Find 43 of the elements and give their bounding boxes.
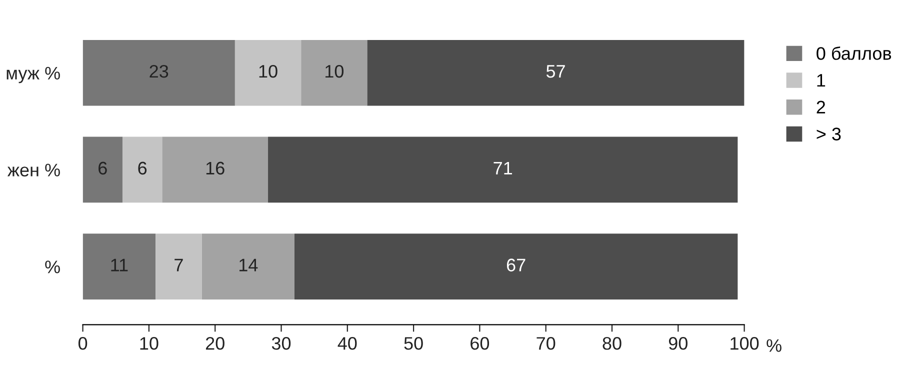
bar xyxy=(367,40,744,106)
data-label: 6 xyxy=(98,162,107,175)
bar xyxy=(122,136,162,203)
legend-label: 1 xyxy=(817,74,826,87)
data-label: 11 xyxy=(111,258,128,272)
x-axis-title: % xyxy=(766,339,782,352)
x-tick-label: 90 xyxy=(668,337,688,350)
data-label: 67 xyxy=(506,258,526,272)
x-tick-label: 10 xyxy=(140,337,158,350)
x-tick-label: 20 xyxy=(206,337,224,350)
y-tick-label: % xyxy=(45,260,60,274)
bar xyxy=(156,234,202,300)
y-tick-label: жен % xyxy=(7,164,60,176)
data-label: 57 xyxy=(546,65,565,78)
data-label: 16 xyxy=(206,162,224,175)
bar xyxy=(202,234,294,300)
bar xyxy=(301,40,368,106)
legend-label: 0 баллов xyxy=(816,46,892,60)
data-label: 10 xyxy=(326,64,344,78)
x-tick-label: 40 xyxy=(338,337,357,350)
x-tick-label: 60 xyxy=(470,337,490,350)
data-label: 71 xyxy=(494,162,512,174)
data-label: 7 xyxy=(174,258,183,272)
x-tick-label: 50 xyxy=(404,337,423,350)
x-tick-label: 30 xyxy=(272,337,291,350)
y-tick-label: муж % xyxy=(6,66,60,84)
data-label: 10 xyxy=(259,64,278,78)
legend-label: 2 xyxy=(816,100,826,114)
bar xyxy=(82,136,122,203)
legend-label: > 3 xyxy=(816,128,841,140)
bar xyxy=(162,136,268,203)
x-tick-label: 70 xyxy=(536,337,556,350)
x-tick-label: 0 xyxy=(78,337,88,350)
bar xyxy=(268,136,738,203)
data-label: 14 xyxy=(240,258,258,272)
data-label: 6 xyxy=(138,162,147,175)
bar xyxy=(82,40,235,106)
bar xyxy=(294,234,738,300)
x-tick-label: 80 xyxy=(602,337,622,350)
bar xyxy=(234,40,302,106)
data-label: 23 xyxy=(150,64,168,78)
x-tick-label: 100 xyxy=(730,337,759,350)
bar xyxy=(82,234,156,300)
